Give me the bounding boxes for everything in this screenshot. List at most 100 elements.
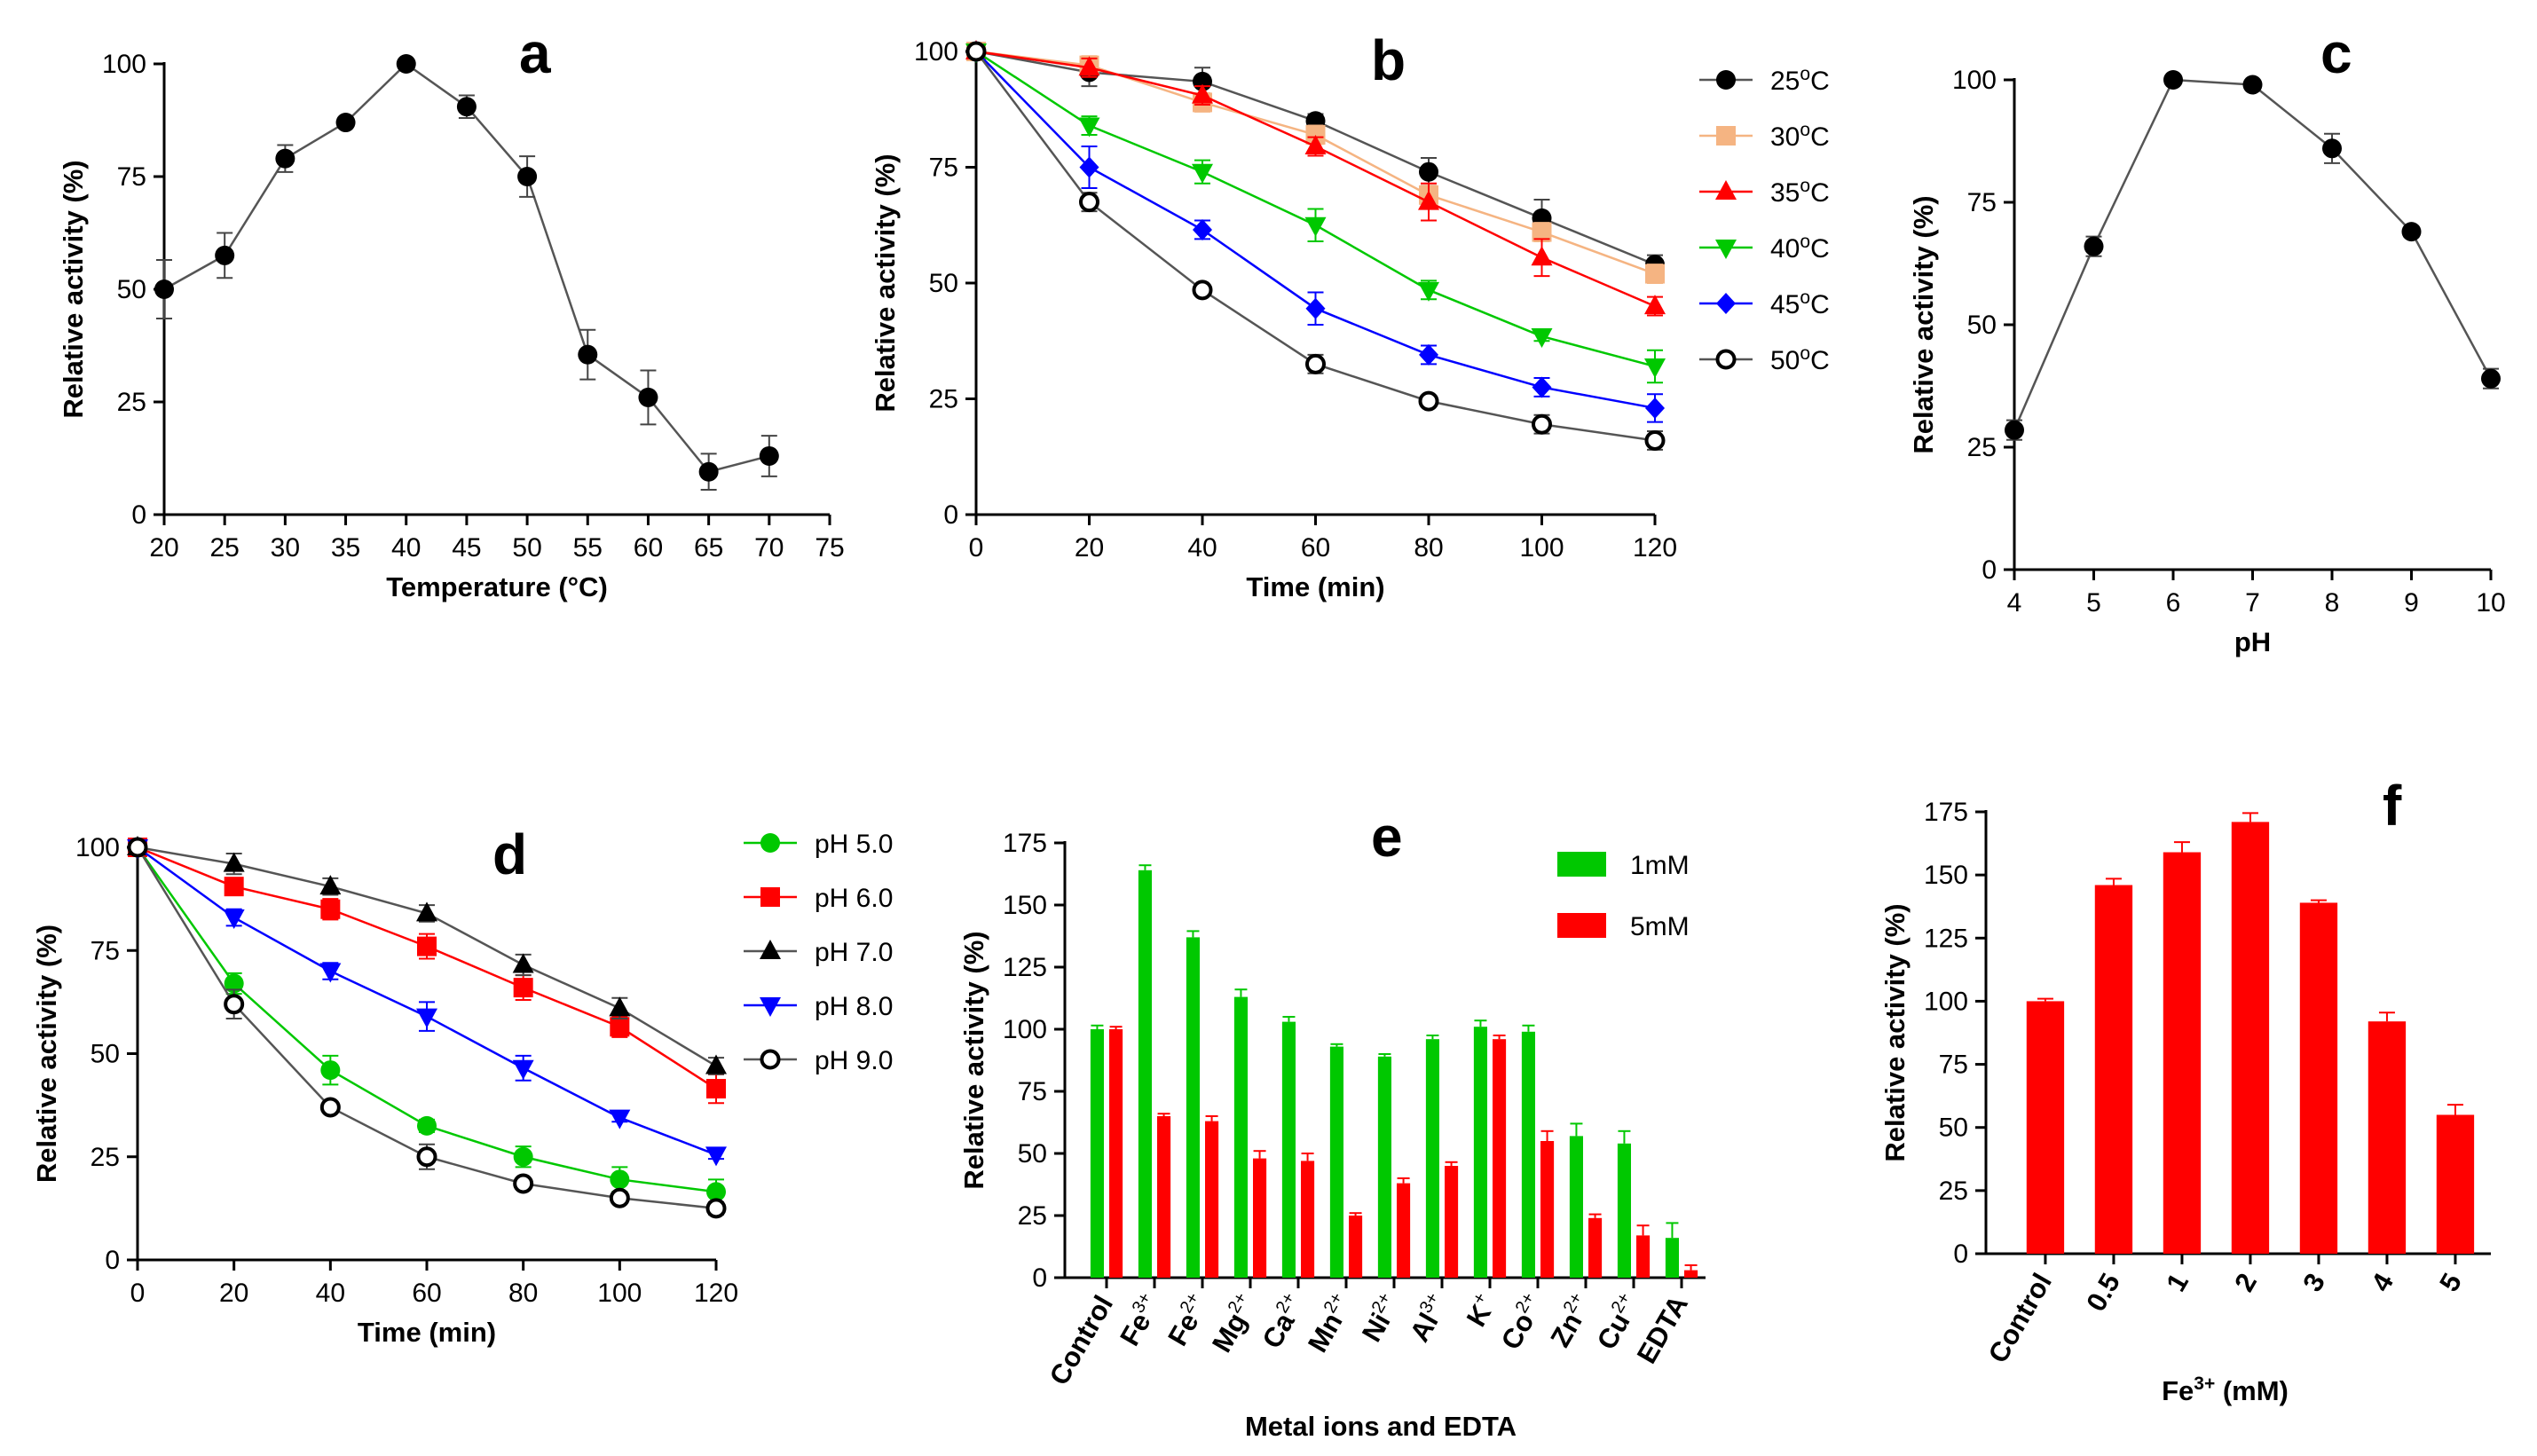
y-tick-label: 175 (1924, 798, 1968, 827)
x-tick-label: 80 (508, 1279, 538, 1308)
bar-5mM (1349, 1216, 1363, 1278)
y-tick-label: 0 (1032, 1263, 1047, 1293)
y-tick-label: 25 (1967, 433, 1997, 462)
legend-marker (1715, 349, 1737, 370)
data-point (513, 1146, 533, 1167)
data-point (512, 953, 534, 973)
y-tick-label: 75 (1939, 1051, 1968, 1080)
data-point (224, 877, 244, 897)
bar-1mM (1425, 1039, 1439, 1278)
data-point (610, 1169, 630, 1190)
bar-5mM (1205, 1121, 1219, 1278)
data-point (1532, 413, 1552, 435)
x-tick-label: Ni2+ (1354, 1289, 1406, 1347)
data-point (517, 167, 538, 186)
data-point (513, 1173, 534, 1194)
panel-letter: f (2383, 774, 2402, 838)
data-point (1079, 156, 1099, 178)
y-tick-label: 75 (1018, 1077, 1047, 1106)
data-point (1078, 56, 1100, 76)
bar-1mM (1329, 1046, 1343, 1278)
data-point (215, 245, 235, 265)
data-point (320, 1060, 341, 1081)
data-point (698, 461, 719, 482)
x-tick-label: 25 (209, 533, 239, 563)
y-tick-label: 50 (1018, 1139, 1047, 1169)
x-tick-label: 75 (815, 533, 844, 563)
x-tick-label: 10 (2476, 588, 2505, 618)
data-point (335, 113, 356, 133)
legend-marker (1716, 70, 1736, 90)
x-tick-label: 120 (1633, 533, 1677, 563)
data-point (609, 1109, 631, 1129)
y-tick-label: 0 (131, 500, 146, 530)
bar-5mM (1157, 1116, 1171, 1278)
x-tick-label: Control (1982, 1268, 2058, 1368)
series-pH 9.0 (127, 837, 727, 1219)
data-point (1418, 281, 1439, 302)
legend-label: pH 9.0 (815, 1046, 893, 1075)
legend-item: 30oC (1699, 120, 1830, 152)
x-tick-label: EDTA (1631, 1290, 1694, 1369)
legend-marker (1715, 240, 1737, 259)
bar (2299, 902, 2338, 1254)
x-tick-label: 60 (634, 533, 663, 563)
bar (2094, 885, 2133, 1254)
x-tick-label: 4 (2365, 1267, 2399, 1296)
legend-label: pH 6.0 (815, 884, 893, 913)
x-tick-label: Co2+ (1493, 1289, 1550, 1355)
data-point (319, 963, 342, 983)
legend-label: 40oC (1770, 232, 1830, 264)
panel-c: 0 25 50 75 100 4 5 6 7 8 9 10 Relative activity (%) p… (1908, 21, 2506, 657)
data-point (705, 1198, 727, 1219)
data-point (224, 973, 244, 994)
series-pH 5.0 (128, 838, 726, 1206)
x-axis-title: Time (min) (1246, 571, 1384, 602)
data-point (1305, 124, 1326, 145)
data-point (416, 1146, 437, 1168)
legend-label: 1mM (1630, 851, 1690, 880)
bar-1mM (1138, 870, 1152, 1278)
legend-swatch (1557, 852, 1606, 877)
data-point (706, 1079, 726, 1099)
legend-label: pH 5.0 (815, 830, 893, 859)
y-tick-label: 150 (1003, 891, 1047, 920)
bar (2163, 852, 2202, 1254)
data-point (1079, 192, 1099, 213)
x-tick-label: 5 (2086, 588, 2101, 618)
data-point (1304, 135, 1327, 155)
x-tick-label: 40 (1187, 533, 1217, 563)
y-tick-label: 175 (1003, 829, 1047, 858)
data-point (1304, 216, 1327, 237)
data-point (1644, 358, 1666, 378)
data-point (2242, 75, 2263, 95)
bar-5mM (1397, 1183, 1411, 1278)
series-line (163, 62, 770, 474)
bar-1mM (1617, 1143, 1631, 1278)
data-point (417, 936, 437, 956)
bar-5mM (1445, 1166, 1459, 1278)
x-tick-label: Mg2+ (1204, 1289, 1263, 1358)
bar-5mM (1684, 1270, 1698, 1278)
data-point (223, 909, 245, 930)
data-point (320, 899, 341, 919)
x-axis-title: Fe3+ (mM) (2162, 1373, 2289, 1406)
bar (2231, 822, 2270, 1254)
legend-label: 50oC (1770, 343, 1830, 375)
y-tick-label: 100 (1003, 1015, 1047, 1044)
data-point (416, 1008, 437, 1028)
legend-item: 25oC (1699, 64, 1830, 96)
y-tick-label: 0 (105, 1246, 120, 1275)
bar-1mM (1377, 1056, 1391, 1278)
x-tick-label: 20 (1075, 533, 1104, 563)
data-point (456, 97, 477, 117)
legend-item: 35oC (1699, 176, 1830, 208)
y-tick-label: 50 (1967, 311, 1997, 340)
data-point (1644, 295, 1666, 315)
data-point (1419, 343, 1438, 366)
x-tick-label: 70 (754, 533, 784, 563)
bar-5mM (1540, 1141, 1555, 1278)
panel-d: 0 25 50 75 100 0 20 40 60 80 100 120 Relative activi… (31, 822, 893, 1348)
bar-5mM (1253, 1158, 1267, 1278)
